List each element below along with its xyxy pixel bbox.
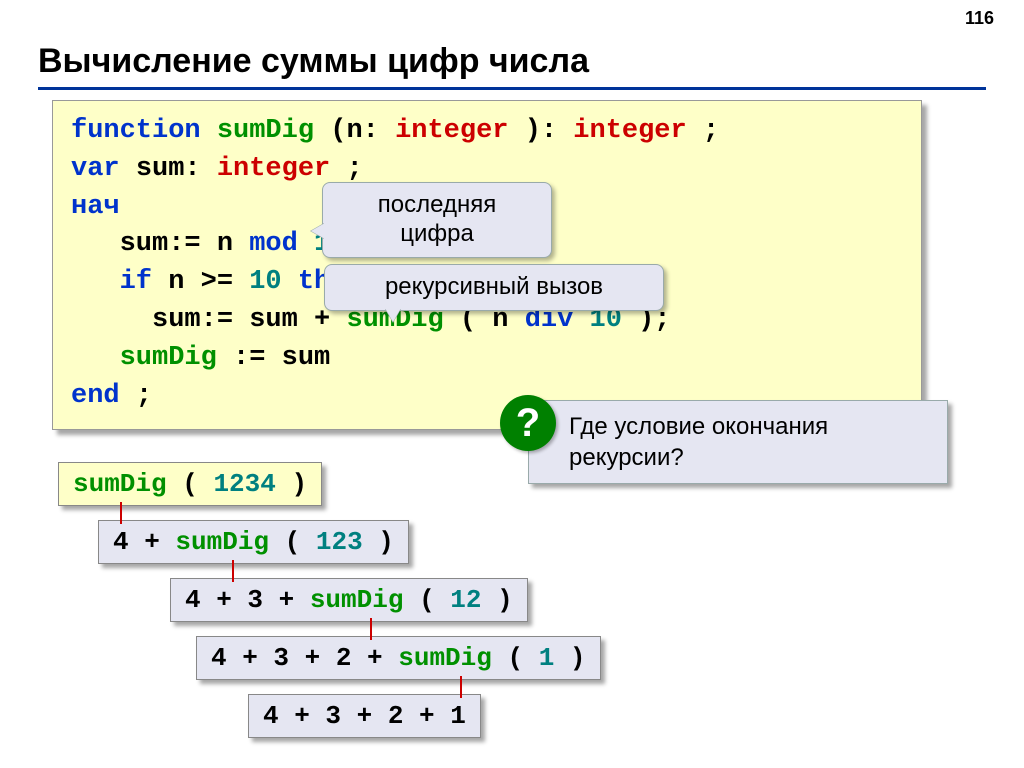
keyword-mod: mod bbox=[249, 229, 298, 259]
code-text: ( bbox=[285, 527, 301, 557]
indent bbox=[71, 305, 136, 335]
code-text: 4 + 3 + 2 + bbox=[211, 643, 398, 673]
literal: 123 bbox=[316, 527, 363, 557]
code-line-1: function sumDig (n: integer ): integer ; bbox=[71, 113, 903, 151]
fn-name: sumDig bbox=[120, 343, 217, 373]
fn-name: sumDig bbox=[310, 585, 404, 615]
keyword-function: function bbox=[71, 116, 201, 146]
connector-line bbox=[460, 676, 462, 698]
fn-name: sumDig bbox=[217, 116, 314, 146]
page-number: 116 bbox=[965, 8, 994, 29]
code-text: 4 + 3 + bbox=[185, 585, 310, 615]
keyword-begin: нач bbox=[71, 192, 120, 222]
code-text: := sum bbox=[233, 343, 330, 373]
code-line-7: sumDig := sum bbox=[71, 340, 903, 378]
keyword-var: var bbox=[71, 154, 120, 184]
connector-line bbox=[232, 560, 234, 582]
literal: 1234 bbox=[213, 469, 275, 499]
code-text: ) bbox=[497, 585, 513, 615]
question-text: Где условие окончания рекурсии? bbox=[528, 400, 948, 484]
code-text: ; bbox=[136, 381, 152, 411]
code-text: sum:= n bbox=[120, 229, 233, 259]
code-text: ; bbox=[703, 116, 719, 146]
indent bbox=[71, 267, 103, 297]
code-text: n >= bbox=[168, 267, 233, 297]
literal-10: 10 bbox=[249, 267, 281, 297]
code-text: ): bbox=[525, 116, 557, 146]
callout-recursive-call: рекурсивный вызов bbox=[324, 264, 664, 311]
code-text: (n: bbox=[330, 116, 379, 146]
type-integer: integer bbox=[573, 116, 686, 146]
code-text: 4 + bbox=[113, 527, 175, 557]
literal: 12 bbox=[450, 585, 481, 615]
type-integer: integer bbox=[395, 116, 508, 146]
fn-name: sumDig bbox=[398, 643, 492, 673]
code-text: sum: bbox=[136, 154, 201, 184]
code-text: ( bbox=[507, 643, 523, 673]
page-title: Вычисление суммы цифр числа bbox=[38, 42, 986, 90]
step-1: sumDig ( 1234 ) bbox=[58, 462, 322, 506]
code-text: sum:= sum + bbox=[152, 305, 330, 335]
callout-last-digit: последняя цифра bbox=[322, 182, 552, 258]
code-text: ( bbox=[419, 585, 435, 615]
connector-line bbox=[370, 618, 372, 640]
fn-name: sumDig bbox=[175, 527, 269, 557]
code-text: ) bbox=[291, 469, 307, 499]
type-integer: integer bbox=[217, 154, 330, 184]
step-4: 4 + 3 + 2 + sumDig ( 1 ) bbox=[196, 636, 601, 680]
code-text: ( bbox=[182, 469, 198, 499]
indent bbox=[71, 229, 103, 259]
indent bbox=[71, 343, 103, 373]
step-5: 4 + 3 + 2 + 1 bbox=[248, 694, 481, 738]
step-3: 4 + 3 + sumDig ( 12 ) bbox=[170, 578, 528, 622]
fn-name: sumDig bbox=[73, 469, 167, 499]
code-text: ; bbox=[346, 154, 362, 184]
code-text: 4 + 3 + 2 + 1 bbox=[263, 701, 466, 731]
connector-line bbox=[120, 502, 122, 524]
keyword-end: end bbox=[71, 381, 120, 411]
step-2: 4 + sumDig ( 123 ) bbox=[98, 520, 409, 564]
code-text: ) bbox=[570, 643, 586, 673]
question-mark-icon: ? bbox=[500, 395, 556, 451]
literal: 1 bbox=[539, 643, 555, 673]
keyword-if: if bbox=[120, 267, 152, 297]
code-text: ) bbox=[378, 527, 394, 557]
